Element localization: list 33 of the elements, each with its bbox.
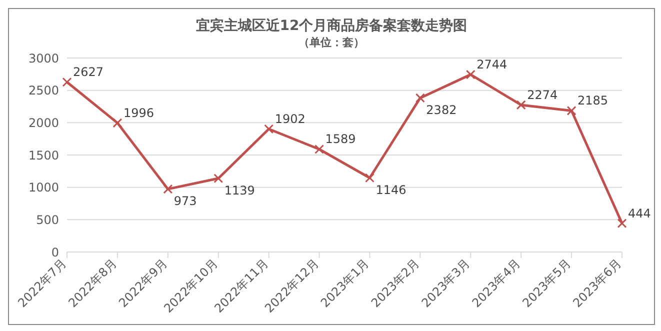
point (617, 218, 627, 228)
y-tick-label: 500 (36, 212, 59, 227)
data-label: 2627 (73, 65, 104, 80)
data-label: 2185 (578, 94, 608, 108)
point (163, 184, 173, 194)
point (264, 124, 274, 134)
data-label: 2274 (527, 88, 558, 102)
y-tick-label: 1000 (28, 180, 59, 195)
data-label: 444 (628, 206, 651, 220)
point (415, 93, 425, 103)
y-tick-label: 1500 (28, 148, 59, 162)
data-label: 1902 (274, 112, 306, 126)
point (314, 144, 324, 154)
point (364, 173, 374, 183)
point (62, 77, 72, 87)
data-label: 1146 (376, 182, 406, 197)
data-label: 2744 (476, 58, 508, 72)
point (566, 106, 576, 116)
point (214, 174, 224, 184)
y-tick-label: 2000 (28, 116, 59, 130)
point (466, 70, 476, 80)
data-label: 973 (174, 194, 197, 208)
point (112, 118, 122, 128)
data-label: 1589 (325, 132, 356, 146)
chart-subtitle: （单位：套） (298, 35, 366, 50)
y-tick-label: 0 (51, 245, 59, 260)
y-tick-label: 2500 (28, 84, 59, 98)
chart-title: 宜宾主城区近12个月商品房备案套数走势图 (194, 17, 468, 35)
y-tick-label: 3000 (28, 51, 59, 66)
data-label: 2382 (426, 102, 457, 117)
data-label: 1996 (123, 106, 154, 120)
point (516, 100, 526, 110)
data-label: 1139 (224, 183, 255, 198)
